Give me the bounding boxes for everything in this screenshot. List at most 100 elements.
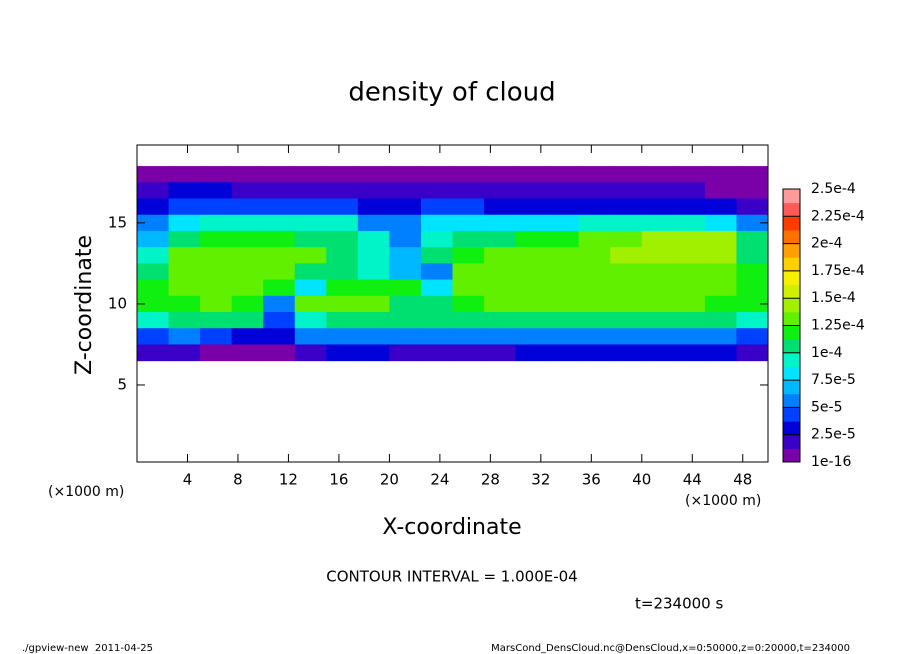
colorbar-swatch <box>783 339 800 354</box>
heat-cell <box>641 263 674 281</box>
colorbar-swatch <box>783 284 800 299</box>
heat-cell <box>231 247 264 264</box>
contour-interval: CONTOUR INTERVAL = 1.000E-04 <box>326 568 577 586</box>
heat-cell <box>294 182 327 200</box>
heat-cell <box>736 247 769 264</box>
heat-cell <box>641 182 674 200</box>
heat-cell <box>547 279 580 297</box>
heat-cell <box>389 247 422 264</box>
colorbar-swatch <box>783 434 800 449</box>
heat-cell <box>200 344 233 362</box>
colorbar-tick-label: 7.5e-5 <box>811 372 856 388</box>
heat-cell <box>610 295 643 313</box>
heat-cell <box>452 247 485 264</box>
heat-cell <box>673 279 706 297</box>
heat-cell <box>673 166 706 183</box>
heat-cell <box>484 166 517 183</box>
heat-cell <box>389 312 422 329</box>
heat-cell <box>547 328 580 345</box>
heat-cell <box>484 344 517 362</box>
heat-cell <box>452 328 485 345</box>
heat-cell <box>137 166 170 183</box>
heat-cell <box>452 182 485 200</box>
heat-cell <box>137 279 170 297</box>
heat-cell <box>547 214 580 232</box>
heat-cell <box>610 182 643 200</box>
heat-cell <box>357 344 390 362</box>
x-tick-label: 16 <box>329 471 348 489</box>
heat-cell <box>326 214 359 232</box>
y-tick-label: 10 <box>108 294 127 312</box>
heat-cell <box>200 214 233 232</box>
heat-cell <box>263 198 296 216</box>
x-tick-label: 36 <box>582 471 601 489</box>
heat-cell <box>231 279 264 297</box>
heat-cell <box>641 166 674 183</box>
colorbar-swatch <box>783 270 800 286</box>
heat-cell <box>420 344 453 362</box>
heat-cell <box>704 230 737 248</box>
heat-cell <box>294 295 327 313</box>
heat-cell <box>736 214 769 232</box>
colorbar-swatch <box>783 393 800 408</box>
colorbar-tick-label: 1e-4 <box>811 345 843 361</box>
heat-cell <box>641 230 674 248</box>
heat-cell <box>263 312 296 329</box>
heat-cell <box>326 344 359 362</box>
heat-cell <box>137 263 170 281</box>
colorbar-tick-label: 1.5e-4 <box>811 290 856 306</box>
x-unit-label: (×1000 m) <box>48 484 124 500</box>
heat-cell <box>326 312 359 329</box>
heat-cell <box>263 214 296 232</box>
heat-cell <box>547 230 580 248</box>
colorbar-swatch <box>783 366 800 381</box>
heat-cell <box>168 312 201 329</box>
heat-cell <box>231 198 264 216</box>
heat-cell <box>263 230 296 248</box>
heat-cell <box>326 279 359 297</box>
heat-cell <box>673 344 706 362</box>
time-label: t=234000 s <box>635 595 723 613</box>
footer-left: ./gpview-new 2011-04-25 <box>22 643 153 654</box>
heat-cell <box>294 263 327 281</box>
heat-cell <box>389 263 422 281</box>
heat-cell <box>704 166 737 183</box>
heat-cell <box>452 344 485 362</box>
heat-cell <box>420 182 453 200</box>
heat-cell <box>326 263 359 281</box>
heat-cell <box>515 344 548 362</box>
heat-cell <box>610 263 643 281</box>
heat-cell <box>326 182 359 200</box>
colorbar-swatch <box>783 380 800 395</box>
heat-cell <box>263 182 296 200</box>
heat-cell <box>294 344 327 362</box>
heat-cell <box>578 263 611 281</box>
heat-cell <box>484 263 517 281</box>
heat-cell <box>326 198 359 216</box>
heat-cell <box>641 312 674 329</box>
heat-cell <box>673 312 706 329</box>
heat-cell <box>641 198 674 216</box>
heat-cell <box>641 344 674 362</box>
heat-cell <box>420 279 453 297</box>
heat-cell <box>263 247 296 264</box>
heat-cell <box>168 198 201 216</box>
heat-cell <box>231 182 264 200</box>
heat-cell <box>704 344 737 362</box>
heat-cell <box>357 247 390 264</box>
colorbar-swatch <box>783 407 800 422</box>
heat-cell <box>231 214 264 232</box>
heat-cell <box>200 328 233 345</box>
heat-cell <box>200 295 233 313</box>
x-tick-label: 48 <box>733 471 752 489</box>
heat-cell <box>673 198 706 216</box>
heat-cell <box>578 344 611 362</box>
heat-cell <box>389 166 422 183</box>
heat-cell <box>168 328 201 345</box>
heat-cell <box>200 182 233 200</box>
heat-cell <box>420 312 453 329</box>
heat-cell <box>200 198 233 216</box>
heat-cell <box>357 295 390 313</box>
heat-cell <box>578 279 611 297</box>
